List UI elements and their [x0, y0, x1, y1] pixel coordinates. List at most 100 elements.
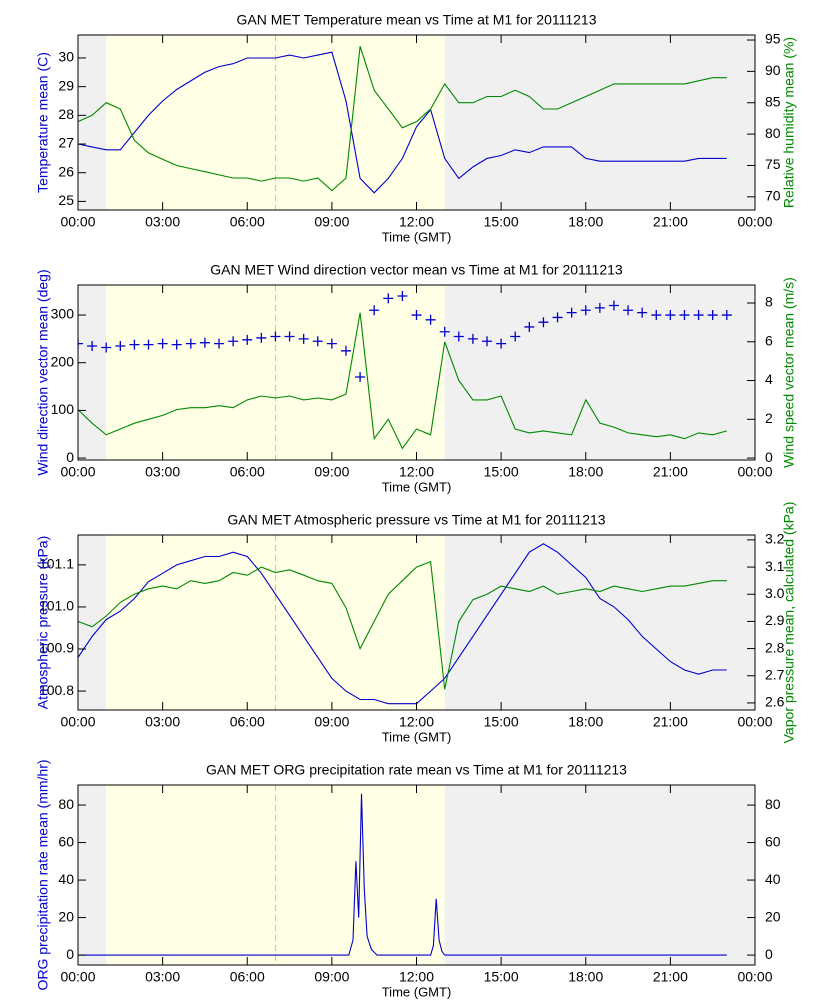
data-point	[552, 312, 563, 323]
y2-tick-label: 70	[765, 188, 781, 204]
x-tick-label: 15:00	[484, 464, 519, 480]
shaded-band	[78, 35, 107, 210]
data-point	[199, 337, 210, 348]
y2-tick-label: 2.6	[765, 694, 785, 710]
x-tick-label: 00:00	[737, 464, 772, 480]
data-point	[270, 331, 281, 342]
x-tick-label: 06:00	[230, 969, 265, 985]
x-tick-label: 21:00	[653, 714, 688, 730]
data-point	[312, 336, 323, 347]
data-point	[284, 331, 295, 342]
data-point	[693, 310, 704, 321]
x-tick-label: 03:00	[145, 464, 180, 480]
chart-title: GAN MET Temperature mean vs Time at M1 f…	[236, 12, 596, 28]
y-tick-label: 20	[58, 908, 74, 924]
x-tick-label: 03:00	[145, 214, 180, 230]
data-point	[101, 342, 112, 353]
plot-area	[78, 290, 732, 450]
data-point	[143, 339, 154, 350]
y-tick-label: 30	[58, 49, 74, 65]
data-point	[510, 331, 521, 342]
data-point	[326, 338, 337, 349]
data-point	[439, 326, 450, 337]
x-axis-label: Time (GMT)	[382, 479, 452, 494]
x-tick-label: 12:00	[399, 214, 434, 230]
y-axis-label: ORG precipitation rate mean (mm/hr)	[35, 759, 51, 990]
x-tick-label: 06:00	[230, 714, 265, 730]
data-point	[425, 314, 436, 325]
x-tick-label: 12:00	[399, 969, 434, 985]
x-tick-label: 18:00	[568, 714, 603, 730]
y2-tick-label: 0	[765, 449, 773, 465]
y2-tick-label: 6	[765, 332, 773, 348]
y2-tick-label: 75	[765, 156, 781, 172]
data-point	[679, 310, 690, 321]
x-tick-label: 09:00	[314, 969, 349, 985]
data-point	[129, 339, 140, 350]
y-tick-label: 60	[58, 833, 74, 849]
data-point	[594, 302, 605, 313]
data-point	[651, 310, 662, 321]
shaded-band	[444, 285, 755, 460]
y2-axis-label: Relative humidity mean (%)	[781, 37, 797, 208]
data-point	[340, 345, 351, 356]
y2-tick-label: 80	[765, 125, 781, 141]
data-point	[580, 305, 591, 316]
x-tick-label: 06:00	[230, 464, 265, 480]
y2-tick-label: 20	[765, 908, 781, 924]
y-tick-label: 200	[51, 353, 75, 369]
data-point	[397, 290, 408, 301]
data-point	[256, 332, 267, 343]
data-point	[242, 334, 253, 345]
shaded-band	[78, 535, 107, 710]
y-axis-label: Temperature mean (C)	[35, 52, 51, 193]
x-tick-label: 09:00	[314, 464, 349, 480]
y-axis-label: Atmospheric pressure (kPa)	[35, 536, 51, 710]
x-tick-label: 18:00	[568, 969, 603, 985]
y2-tick-label: 2	[765, 410, 773, 426]
data-point	[707, 310, 718, 321]
data-point	[608, 300, 619, 311]
y-tick-label: 100	[51, 401, 75, 417]
y-tick-label: 0	[66, 449, 74, 465]
data-point	[665, 310, 676, 321]
data-point	[171, 339, 182, 350]
x-tick-label: 15:00	[484, 214, 519, 230]
y-tick-label: 0	[66, 946, 74, 962]
x-tick-label: 00:00	[60, 969, 95, 985]
data-point	[566, 307, 577, 318]
y2-tick-label: 85	[765, 93, 781, 109]
x-tick-label: 18:00	[568, 214, 603, 230]
x-tick-label: 00:00	[737, 214, 772, 230]
y2-axis-label: Wind speed vector mean (m/s)	[781, 277, 797, 468]
data-point	[369, 305, 380, 316]
data-point	[721, 310, 732, 321]
y-tick-label: 100.8	[39, 682, 74, 698]
y2-tick-label: 80	[765, 796, 781, 812]
y2-tick-label: 8	[765, 294, 773, 310]
y2-tick-label: 2.9	[765, 612, 785, 628]
y-tick-label: 28	[58, 106, 74, 122]
y-tick-label: 40	[58, 871, 74, 887]
x-tick-label: 21:00	[653, 464, 688, 480]
x-tick-label: 00:00	[60, 714, 95, 730]
plot-area	[78, 793, 727, 956]
y-tick-label: 100.9	[39, 640, 74, 656]
x-tick-label: 00:00	[737, 714, 772, 730]
shaded-band	[106, 285, 445, 460]
x-tick-label: 00:00	[60, 464, 95, 480]
x-tick-label: 12:00	[399, 714, 434, 730]
chart-title: GAN MET Wind direction vector mean vs Ti…	[210, 262, 623, 278]
data-point	[623, 305, 634, 316]
shaded-band	[106, 535, 445, 710]
data-line	[78, 46, 727, 192]
x-tick-label: 09:00	[314, 714, 349, 730]
data-point	[496, 338, 507, 349]
x-tick-label: 03:00	[145, 969, 180, 985]
y-tick-label: 80	[58, 796, 74, 812]
data-point	[185, 338, 196, 349]
y2-tick-label: 3.1	[765, 558, 785, 574]
y2-tick-label: 40	[765, 871, 781, 887]
y-tick-label: 29	[58, 77, 74, 93]
